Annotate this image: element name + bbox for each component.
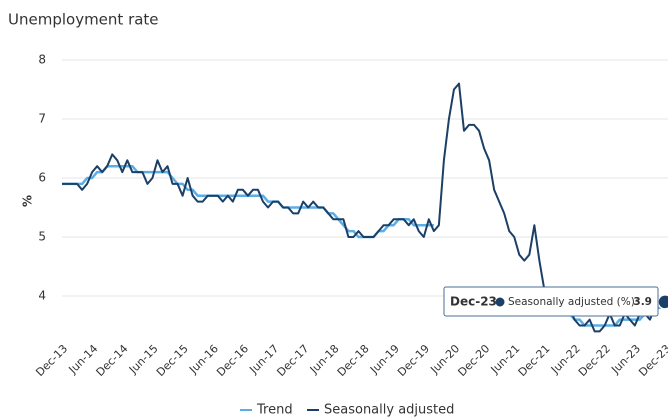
y-tick-label: 5 [38, 230, 46, 244]
x-tick-label: Dec-15 [154, 342, 191, 379]
y-axis-label: % [21, 195, 35, 207]
x-tick-label: Dec-23 [636, 342, 668, 379]
tooltip-category: Dec-23 [450, 295, 497, 309]
x-tick-label: Dec-16 [214, 342, 251, 379]
x-tick-label: Dec-17 [274, 342, 311, 379]
legend-label: Seasonally adjusted [324, 403, 454, 417]
x-tick-label: Dec-18 [335, 342, 372, 379]
x-tick-label: Dec-20 [455, 342, 492, 379]
tooltip-label: Seasonally adjusted (%): [508, 296, 638, 308]
hover-marker [657, 294, 668, 310]
x-tick-label: Dec-21 [516, 342, 553, 379]
tooltip-value: 3.9 [633, 296, 652, 308]
tooltip-box [443, 286, 659, 317]
y-tick-label: 6 [38, 171, 46, 185]
chart-title: Unemployment rate [8, 11, 159, 29]
x-tick-label: Dec-22 [576, 342, 613, 379]
legend-label: Trend [256, 403, 293, 417]
tooltip-dot [495, 297, 505, 307]
x-tick-label: Dec-19 [395, 342, 432, 379]
x-tick-label: Dec-14 [94, 342, 131, 379]
y-tick-label: 8 [38, 53, 46, 67]
y-tick-label: 7 [38, 112, 46, 126]
y-tick-label: 4 [38, 289, 46, 303]
x-tick-label: Dec-13 [33, 342, 70, 379]
